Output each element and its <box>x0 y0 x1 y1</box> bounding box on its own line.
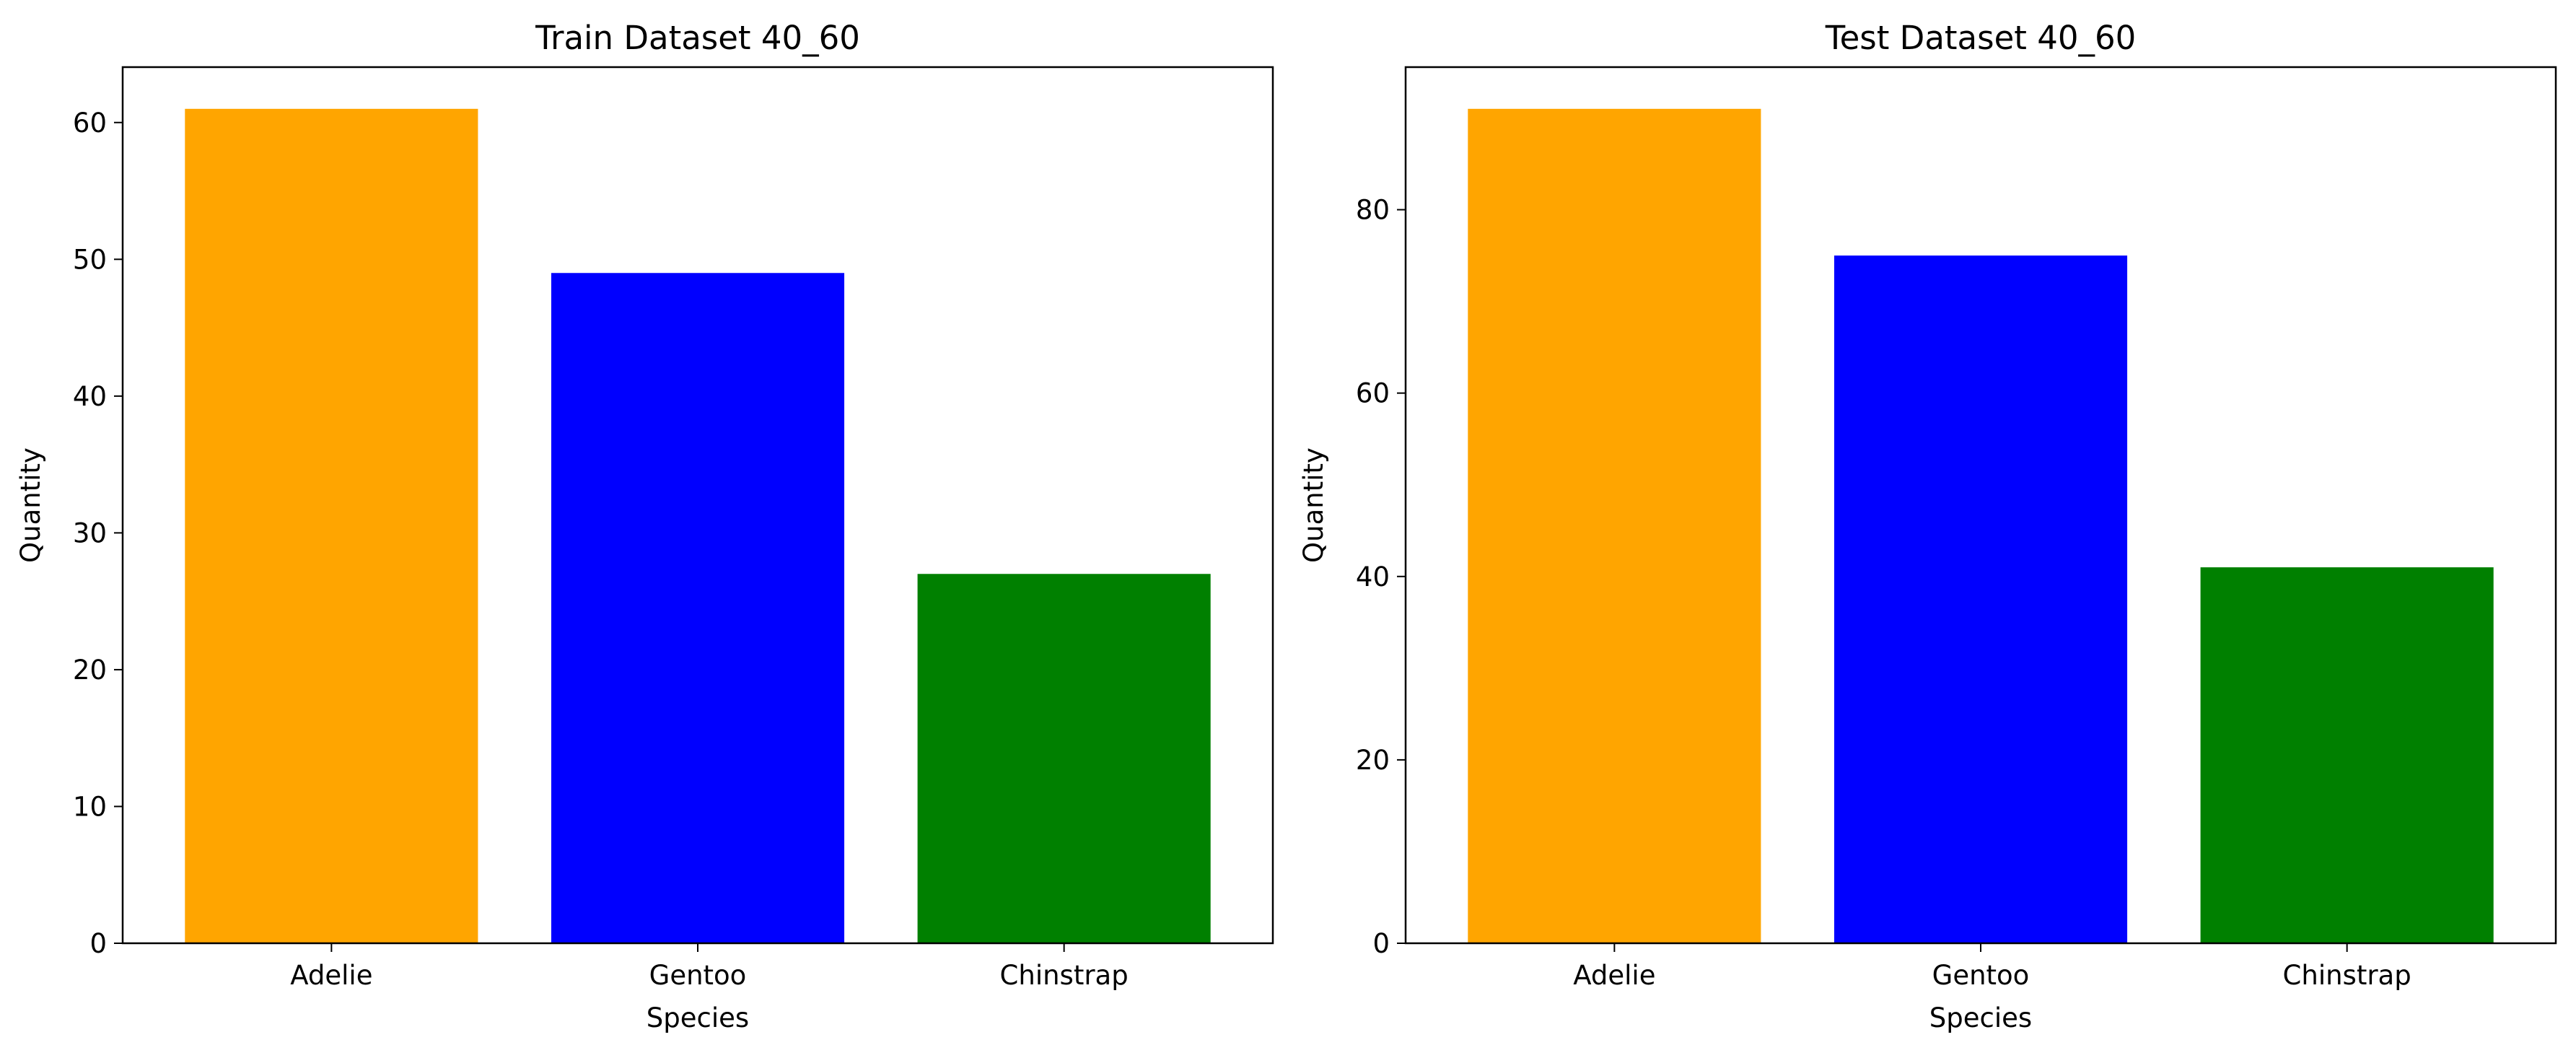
train-xtick-label-chinstrap: Chinstrap <box>1000 960 1129 991</box>
train-xtick-label-gentoo: Gentoo <box>649 960 747 991</box>
test-bar-gentoo <box>1834 255 2128 943</box>
train-ytick-label: 40 <box>73 381 107 412</box>
test-xtick-label-adelie: Adelie <box>1573 960 1655 991</box>
train-xtick-label-adelie: Adelie <box>290 960 372 991</box>
train-x-axis-label: Species <box>647 1002 749 1033</box>
test-ytick-label: 40 <box>1356 561 1390 593</box>
test-chart-panel: 0 20 40 60 80 Adelie Gentoo Chinstrap Test Datas… <box>1298 19 2557 1033</box>
train-ytick-label: 20 <box>73 655 107 686</box>
train-ytick-label: 0 <box>89 928 107 959</box>
train-y-axis-label: Quantity <box>15 447 46 563</box>
train-ytick-label: 50 <box>73 244 107 275</box>
train-bar-adelie <box>185 108 478 943</box>
test-ytick-label: 80 <box>1356 195 1390 226</box>
test-ytick-label: 20 <box>1356 745 1390 776</box>
train-ytick-label: 10 <box>73 791 107 822</box>
test-bar-chinstrap <box>2200 567 2494 943</box>
test-ytick-label: 0 <box>1372 928 1390 959</box>
train-chart-panel: 0 10 20 30 40 50 60 Adelie Gentoo Chinstrap Train … <box>15 19 1274 1033</box>
test-y-axis-label: Quantity <box>1298 447 1329 563</box>
test-x-axis-label: Species <box>1929 1002 2032 1033</box>
train-chart-title: Train Dataset 40_60 <box>535 19 860 57</box>
train-bar-chinstrap <box>917 574 1211 943</box>
train-ytick-label: 60 <box>73 108 107 139</box>
test-xtick-label-chinstrap: Chinstrap <box>2283 960 2411 991</box>
test-xtick-label-gentoo: Gentoo <box>1932 960 2030 991</box>
test-chart-title: Test Dataset 40_60 <box>1825 19 2136 57</box>
train-bar-gentoo <box>551 273 845 943</box>
test-bar-adelie <box>1468 108 1761 943</box>
test-ytick-label: 60 <box>1356 378 1390 409</box>
train-ytick-label: 30 <box>73 517 107 548</box>
